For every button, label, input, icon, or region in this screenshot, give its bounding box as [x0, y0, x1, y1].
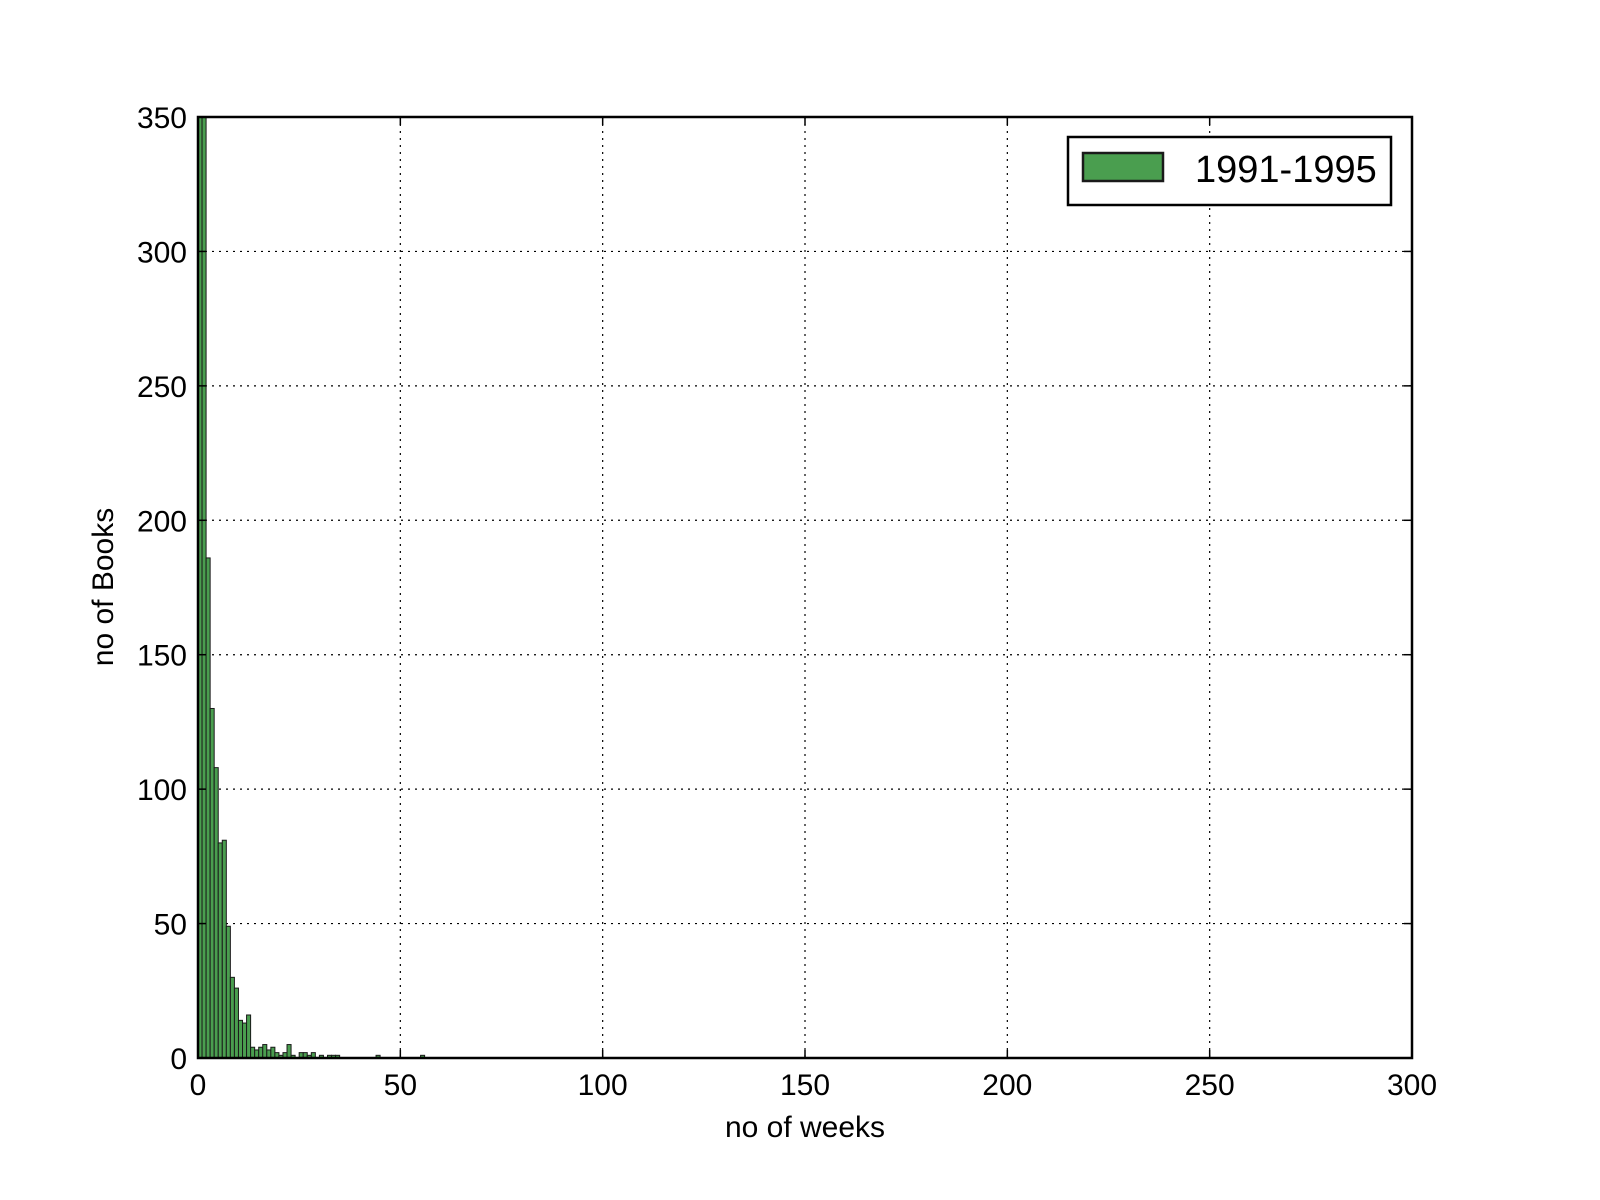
y-tick-label-100: 100 [137, 774, 187, 807]
histogram-bar-week-2 [205, 557, 211, 1059]
x-tick-label-150: 150 [780, 1069, 830, 1102]
histogram-bar-week-8 [229, 976, 235, 1059]
histogram-bar-week-18 [270, 1046, 276, 1059]
histogram-bar-week-1 [201, 116, 207, 1059]
x-tick-label-250: 250 [1185, 1069, 1235, 1102]
y-tick-label-250: 250 [137, 371, 187, 404]
histogram-bar-week-22 [286, 1044, 292, 1059]
histogram-bar-week-5 [217, 842, 223, 1059]
axis-ticks [197, 116, 1413, 1059]
histogram-bar-week-16 [262, 1044, 268, 1059]
legend-swatch-1991-1995 [1081, 151, 1165, 183]
legend-label-1991-1995: 1991-1995 [1195, 149, 1377, 191]
y-tick-labels: 0 50 100 150 200 250 300 350 [137, 102, 187, 1076]
grid-lines [198, 117, 1412, 1058]
y-tick-label-0: 0 [170, 1043, 187, 1076]
histogram-bar-week-15 [258, 1046, 264, 1059]
y-tick-label-350: 350 [137, 102, 187, 135]
histogram-bars [197, 116, 426, 1059]
histogram-bar-week-10 [237, 1019, 244, 1059]
x-tick-label-0: 0 [190, 1069, 207, 1102]
x-axis-label: no of weeks [725, 1111, 885, 1144]
histogram-bar-week-12 [246, 1014, 252, 1059]
histogram-bar-week-11 [242, 1022, 248, 1059]
histogram-bar-week-4 [213, 767, 219, 1059]
x-tick-label-100: 100 [578, 1069, 628, 1102]
histogram-bar-week-13 [250, 1046, 256, 1059]
x-tick-label-200: 200 [982, 1069, 1032, 1102]
histogram-bar-week-3 [209, 707, 215, 1059]
x-tick-label-300: 300 [1387, 1069, 1437, 1102]
legend: 1991-1995 [1066, 135, 1393, 207]
y-tick-label-300: 300 [137, 236, 187, 269]
histogram-bar-week-6 [221, 839, 227, 1059]
x-tick-labels: 0 50 100 150 200 250 300 [190, 1069, 1437, 1102]
y-tick-label-200: 200 [137, 505, 187, 538]
y-tick-label-150: 150 [137, 640, 187, 673]
histogram-bar-week-7 [225, 925, 231, 1059]
x-tick-label-50: 50 [384, 1069, 417, 1102]
y-tick-label-50: 50 [154, 909, 187, 942]
y-axis-label: no of Books [87, 508, 120, 666]
histogram-bar-week-9 [233, 987, 239, 1059]
